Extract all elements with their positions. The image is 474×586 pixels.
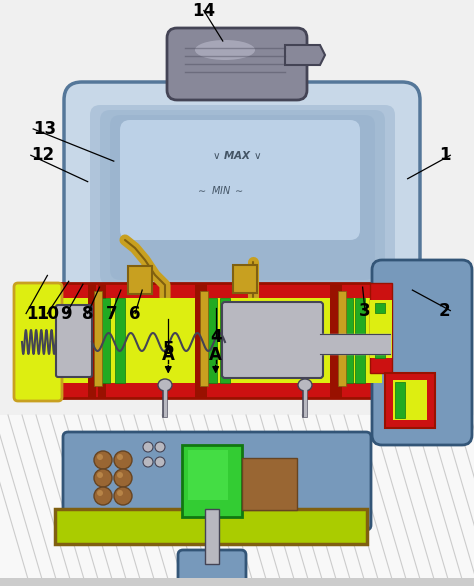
- FancyBboxPatch shape: [64, 82, 420, 313]
- Bar: [233, 265, 257, 293]
- Bar: [385, 373, 435, 428]
- Bar: [205, 509, 219, 564]
- Bar: [393, 380, 427, 420]
- Circle shape: [117, 454, 123, 460]
- FancyBboxPatch shape: [222, 302, 323, 378]
- FancyBboxPatch shape: [14, 283, 62, 401]
- Text: 3: 3: [359, 302, 371, 319]
- Bar: [343, 298, 353, 383]
- Ellipse shape: [177, 64, 297, 100]
- Text: 7: 7: [106, 305, 117, 322]
- Text: A: A: [209, 346, 222, 363]
- Circle shape: [155, 457, 165, 467]
- Circle shape: [94, 451, 112, 469]
- Circle shape: [97, 472, 103, 478]
- Circle shape: [94, 487, 112, 505]
- Circle shape: [117, 490, 123, 496]
- Bar: [220, 298, 230, 383]
- Circle shape: [155, 442, 165, 452]
- Ellipse shape: [195, 40, 255, 60]
- FancyBboxPatch shape: [63, 432, 371, 530]
- Bar: [395, 382, 405, 418]
- Bar: [55, 509, 367, 544]
- Bar: [182, 445, 242, 517]
- Circle shape: [97, 490, 103, 496]
- Bar: [94, 291, 102, 386]
- Bar: [370, 283, 392, 373]
- Bar: [188, 450, 228, 500]
- Bar: [100, 298, 110, 383]
- Circle shape: [114, 451, 132, 469]
- Circle shape: [114, 487, 132, 505]
- Ellipse shape: [158, 379, 172, 391]
- Text: 11: 11: [26, 305, 49, 322]
- Text: A: A: [162, 346, 175, 363]
- Text: 4: 4: [210, 328, 221, 346]
- Text: 13: 13: [33, 120, 56, 138]
- Bar: [375, 303, 385, 313]
- Ellipse shape: [298, 379, 312, 391]
- Text: 12: 12: [31, 146, 54, 164]
- Circle shape: [97, 454, 103, 460]
- Circle shape: [143, 442, 153, 452]
- Bar: [370, 300, 392, 358]
- Text: $\sim$ MIN $\sim$: $\sim$ MIN $\sim$: [196, 184, 244, 196]
- Bar: [98, 283, 106, 398]
- Polygon shape: [285, 45, 325, 65]
- Bar: [0, 578, 474, 586]
- Circle shape: [114, 469, 132, 487]
- FancyBboxPatch shape: [120, 120, 360, 240]
- Circle shape: [143, 457, 153, 467]
- Bar: [330, 283, 342, 398]
- Bar: [42, 298, 382, 383]
- Bar: [82, 288, 406, 297]
- Circle shape: [94, 469, 112, 487]
- Bar: [195, 283, 207, 398]
- Bar: [375, 348, 385, 358]
- Bar: [355, 298, 365, 383]
- FancyBboxPatch shape: [56, 305, 92, 377]
- Text: 1: 1: [439, 146, 450, 164]
- Text: 2: 2: [438, 302, 450, 319]
- Bar: [28, 283, 436, 398]
- Bar: [115, 298, 125, 383]
- FancyBboxPatch shape: [100, 110, 385, 285]
- Bar: [242, 458, 297, 510]
- FancyBboxPatch shape: [372, 260, 472, 445]
- Text: $\vee$ MAX $\vee$: $\vee$ MAX $\vee$: [212, 149, 262, 161]
- FancyBboxPatch shape: [110, 115, 375, 280]
- Text: 10: 10: [36, 305, 59, 322]
- FancyBboxPatch shape: [167, 28, 307, 100]
- Bar: [88, 283, 96, 398]
- Bar: [128, 266, 152, 294]
- FancyBboxPatch shape: [178, 550, 246, 586]
- Text: 14: 14: [192, 2, 215, 19]
- Text: 8: 8: [82, 305, 93, 322]
- Bar: [200, 291, 208, 386]
- Circle shape: [117, 472, 123, 478]
- FancyBboxPatch shape: [90, 105, 395, 290]
- Text: 9: 9: [61, 305, 72, 322]
- Bar: [207, 298, 217, 383]
- Bar: [0, 415, 474, 586]
- Text: 6: 6: [129, 305, 141, 322]
- Bar: [338, 291, 346, 386]
- Text: 5: 5: [163, 340, 174, 357]
